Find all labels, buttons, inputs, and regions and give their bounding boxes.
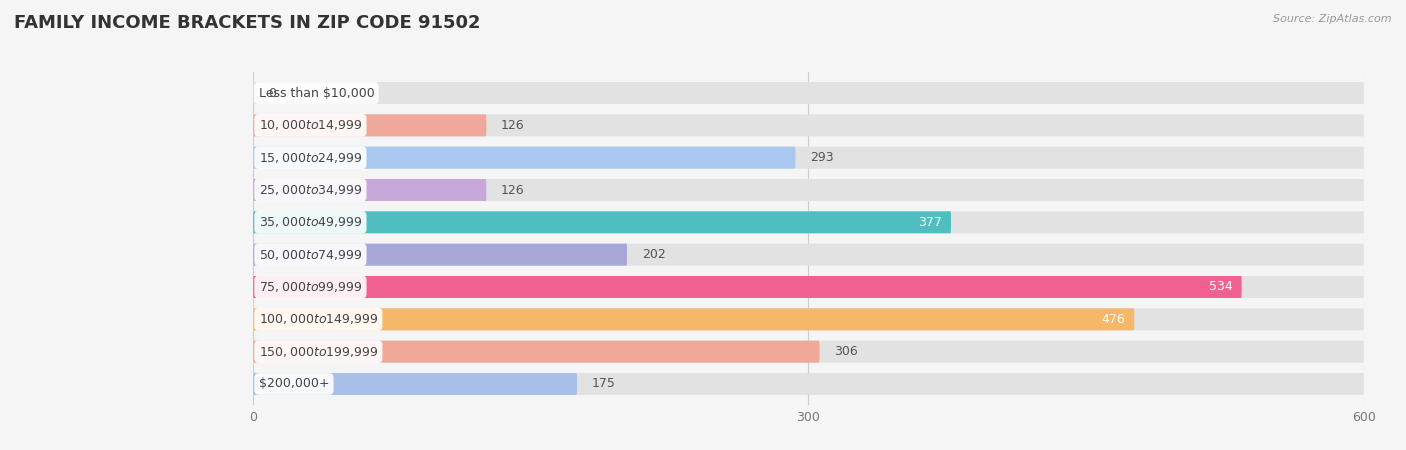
Text: $150,000 to $199,999: $150,000 to $199,999 xyxy=(259,345,378,359)
Text: $35,000 to $49,999: $35,000 to $49,999 xyxy=(259,216,363,230)
Text: $25,000 to $34,999: $25,000 to $34,999 xyxy=(259,183,363,197)
FancyBboxPatch shape xyxy=(253,243,1364,266)
FancyBboxPatch shape xyxy=(253,147,796,169)
FancyBboxPatch shape xyxy=(253,82,1364,104)
Text: $15,000 to $24,999: $15,000 to $24,999 xyxy=(259,151,363,165)
FancyBboxPatch shape xyxy=(253,179,1364,201)
Text: $75,000 to $99,999: $75,000 to $99,999 xyxy=(259,280,363,294)
Text: Source: ZipAtlas.com: Source: ZipAtlas.com xyxy=(1274,14,1392,23)
FancyBboxPatch shape xyxy=(253,276,1241,298)
FancyBboxPatch shape xyxy=(253,114,486,136)
Text: FAMILY INCOME BRACKETS IN ZIP CODE 91502: FAMILY INCOME BRACKETS IN ZIP CODE 91502 xyxy=(14,14,481,32)
Text: $100,000 to $149,999: $100,000 to $149,999 xyxy=(259,312,378,326)
Text: 306: 306 xyxy=(834,345,858,358)
FancyBboxPatch shape xyxy=(253,341,1364,363)
FancyBboxPatch shape xyxy=(253,373,1364,395)
Text: 126: 126 xyxy=(501,119,524,132)
FancyBboxPatch shape xyxy=(253,114,1364,136)
FancyBboxPatch shape xyxy=(253,212,950,234)
FancyBboxPatch shape xyxy=(253,308,1364,330)
FancyBboxPatch shape xyxy=(253,276,1364,298)
FancyBboxPatch shape xyxy=(253,212,1364,234)
Text: 377: 377 xyxy=(918,216,942,229)
Text: 126: 126 xyxy=(501,184,524,197)
FancyBboxPatch shape xyxy=(253,341,820,363)
FancyBboxPatch shape xyxy=(253,308,1135,330)
Text: $10,000 to $14,999: $10,000 to $14,999 xyxy=(259,118,363,132)
Text: 175: 175 xyxy=(592,378,616,391)
Text: 476: 476 xyxy=(1101,313,1125,326)
Text: Less than $10,000: Less than $10,000 xyxy=(259,86,374,99)
Text: 202: 202 xyxy=(641,248,665,261)
FancyBboxPatch shape xyxy=(253,179,486,201)
FancyBboxPatch shape xyxy=(253,373,576,395)
FancyBboxPatch shape xyxy=(253,243,627,266)
FancyBboxPatch shape xyxy=(253,147,1364,169)
Text: 534: 534 xyxy=(1209,280,1233,293)
Text: 293: 293 xyxy=(810,151,834,164)
Text: 0: 0 xyxy=(269,86,276,99)
Text: $50,000 to $74,999: $50,000 to $74,999 xyxy=(259,248,363,261)
Text: $200,000+: $200,000+ xyxy=(259,378,329,391)
